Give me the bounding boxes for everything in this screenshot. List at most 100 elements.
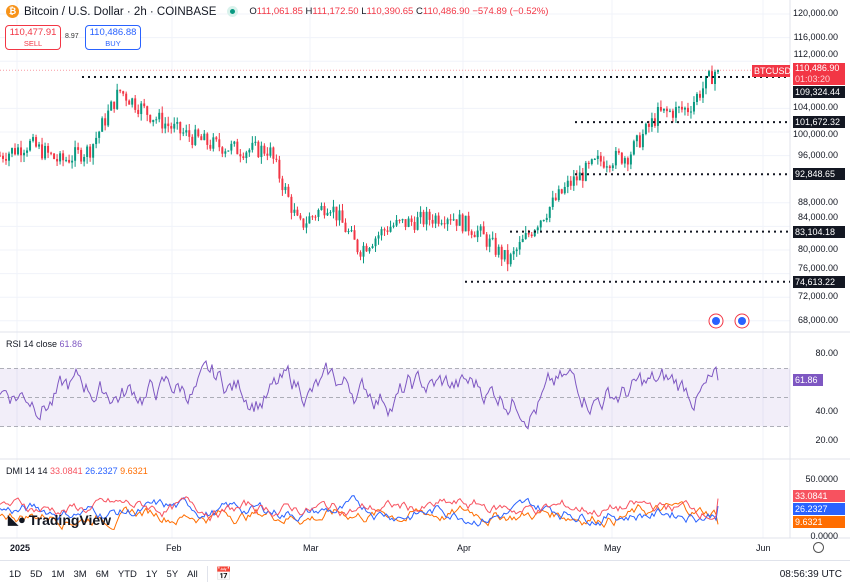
range-button-3m[interactable]: 3M	[73, 568, 87, 580]
candle-body	[515, 249, 518, 252]
candle-body	[131, 98, 134, 105]
candle-body	[584, 162, 587, 181]
dmi-minus-legend: 26.2327	[85, 466, 118, 476]
candle-body	[467, 215, 470, 232]
last-price-tag: 110,486.90 01:03:20	[793, 63, 845, 85]
dmi-plus-tag: 33.0841	[793, 490, 845, 502]
dmi-adx-line	[0, 500, 719, 531]
candle-body	[26, 150, 29, 153]
candle-body	[554, 197, 557, 201]
candle-body	[272, 147, 275, 159]
go-to-date-icon[interactable]: 📅	[215, 566, 232, 581]
rsi-legend-value: 61.86	[59, 339, 83, 349]
candle-body	[578, 172, 581, 181]
candle-body	[443, 223, 446, 225]
candle-body	[245, 152, 248, 159]
low-value: 110,390.65	[366, 6, 414, 17]
rsi-legend[interactable]: RSI 14 close 61.86	[6, 339, 82, 349]
candle-body	[275, 158, 278, 160]
level-price-tag: 101,672.32	[793, 116, 845, 129]
chart-canvas[interactable]	[0, 0, 850, 560]
range-button-6m[interactable]: 6M	[95, 568, 109, 580]
candle-body	[173, 123, 176, 129]
candle-body	[221, 147, 224, 154]
candle-body	[194, 129, 197, 145]
range-button-5y[interactable]: 5Y	[166, 568, 179, 580]
candle-body	[170, 126, 173, 129]
settings-icon[interactable]	[813, 542, 824, 553]
candle-body	[608, 166, 611, 169]
dmi-axis-0: 0.0000	[810, 531, 838, 541]
candle-body	[71, 160, 74, 163]
candle-body	[14, 148, 17, 155]
candle-body	[677, 106, 680, 108]
candle-body	[692, 101, 695, 112]
high-value: 111,172.50	[312, 6, 359, 17]
symbol-header: ₿ Bitcoin / U.S. Dollar · 2h · COINBASE …	[6, 5, 548, 18]
time-label-feb: Feb	[166, 543, 182, 553]
symbol-title[interactable]: Bitcoin / U.S. Dollar · 2h · COINBASE	[24, 5, 217, 18]
candle-body	[218, 139, 221, 148]
candle-body	[683, 107, 686, 110]
range-button-all[interactable]: All	[187, 568, 198, 580]
candle-body	[44, 145, 47, 159]
candle-body	[140, 103, 143, 115]
candle-body	[380, 229, 383, 236]
candle-body	[98, 131, 101, 138]
candle-body	[89, 146, 92, 158]
range-button-ytd[interactable]: YTD	[117, 568, 137, 580]
candle-body	[398, 219, 401, 221]
candle-body	[359, 252, 362, 257]
candle-body	[47, 145, 50, 153]
time-label-2025: 2025	[10, 543, 31, 553]
candle-body	[509, 254, 512, 265]
tradingview-logo[interactable]: ◣● TradingView	[8, 512, 111, 528]
candle-body	[599, 155, 602, 162]
dmi-legend[interactable]: DMI 14 14 33.0841 26.2327 9.6321	[6, 466, 148, 476]
candle-body	[281, 178, 284, 191]
dmi-plus-legend: 33.0841	[50, 466, 83, 476]
low-label: L	[361, 6, 367, 17]
price-axis-label: 112,000.00	[793, 49, 838, 60]
clock[interactable]: 08:56:39 UTC	[779, 568, 842, 580]
candle-body	[320, 205, 323, 210]
candle-body	[155, 119, 158, 121]
candle-body	[473, 234, 476, 238]
range-button-5d[interactable]: 5D	[30, 568, 43, 580]
range-button-1y[interactable]: 1Y	[145, 568, 158, 580]
candle-body	[284, 186, 287, 191]
candle-body	[356, 239, 359, 253]
candle-body	[296, 209, 299, 216]
candle-body	[659, 107, 662, 111]
candle-body	[518, 241, 521, 250]
candle-body	[128, 100, 131, 105]
candle-body	[389, 226, 392, 232]
candle-body	[416, 217, 419, 230]
candle-body	[56, 158, 59, 162]
candle-body	[404, 219, 407, 227]
candle-body	[674, 107, 677, 118]
candle-body	[308, 216, 311, 224]
candle-body	[407, 218, 410, 227]
candle-body	[107, 110, 110, 126]
dmi-plus-line	[0, 496, 719, 522]
range-button-1m[interactable]: 1M	[51, 568, 65, 580]
candle-body	[695, 93, 698, 102]
buy-button[interactable]: 110,486.88 BUY	[85, 25, 141, 50]
candle-body	[17, 147, 20, 155]
candle-body	[491, 237, 494, 239]
candle-body	[350, 230, 353, 232]
price-axis-label: 96,000.00	[797, 149, 838, 160]
us-flag-event-icon	[712, 317, 720, 325]
candle-body	[80, 149, 83, 162]
price-axis-label: 68,000.00	[797, 314, 838, 325]
buy-label: BUY	[105, 39, 121, 48]
candle-body	[632, 141, 635, 155]
sell-button[interactable]: 110,477.91 SELL	[5, 25, 61, 50]
candle-body	[236, 141, 239, 155]
range-button-1d[interactable]: 1D	[9, 568, 22, 580]
price-axis-label: 72,000.00	[797, 291, 838, 302]
price-axis-label: 76,000.00	[797, 262, 838, 273]
candle-body	[0, 155, 1, 157]
candle-body	[224, 151, 227, 154]
